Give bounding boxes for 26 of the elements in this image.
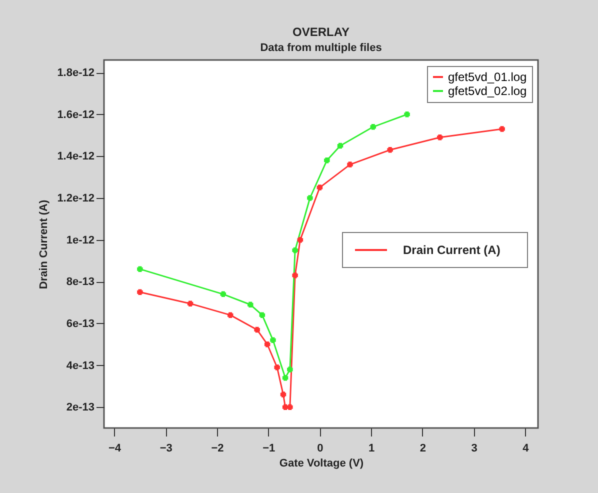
x-axis-title: Gate Voltage (V)	[279, 458, 364, 470]
y-tick-label: 1.6e-12	[57, 108, 94, 121]
y-tick-label: 4e-13	[66, 360, 94, 372]
x-tick-label: 2	[420, 442, 426, 454]
x-tick-label: −3	[160, 442, 172, 454]
y-tick-label: 1.4e-12	[57, 150, 94, 163]
x-tick-label: −4	[108, 442, 122, 454]
x-tick-label: 4	[522, 442, 530, 454]
annotation: Drain Current (A)	[403, 243, 500, 257]
x-tick-label: −1	[262, 442, 276, 454]
y-axis-title: Drain Current (A)	[38, 200, 50, 290]
x-tick-label: 0	[317, 442, 324, 454]
chart-title: OVERLAY	[292, 25, 350, 39]
x-tick-label: 1	[368, 442, 375, 454]
legend-label: gfet5vd_02.log	[448, 84, 527, 98]
y-tick-label: 1.8e-12	[57, 67, 94, 80]
chart-subtitle: Data from multiple files	[260, 42, 382, 54]
y-tick-label: 1.2e-12	[57, 192, 94, 204]
y-tick-label: 2e-13	[66, 402, 94, 414]
x-tick-label: −2	[211, 442, 224, 454]
x-tick-label: 3	[471, 442, 478, 454]
y-tick-label: 1e-12	[66, 234, 94, 246]
y-tick-label: 6e-13	[66, 318, 94, 330]
legend-label: gfet5vd_01.log	[448, 70, 527, 84]
y-tick-label: 8e-13	[66, 276, 94, 288]
legend-box: Drain Current (A)	[342, 232, 528, 268]
